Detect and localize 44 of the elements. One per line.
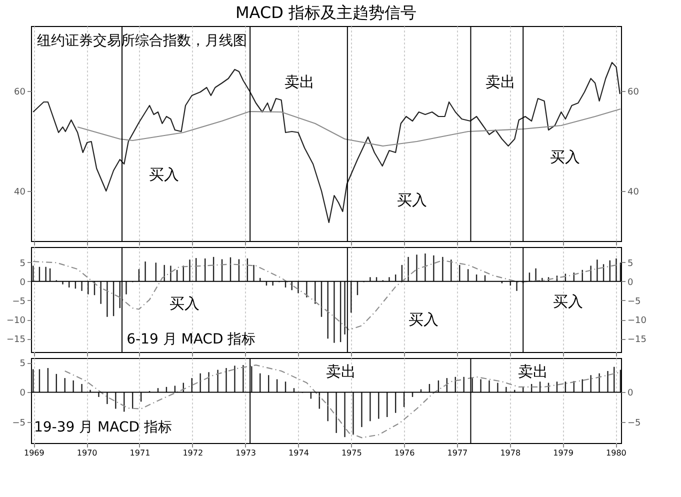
x-tick-label: 1969 <box>24 448 44 458</box>
y-tick-label: −15 <box>6 335 26 346</box>
x-tick-label: 1972 <box>182 448 204 458</box>
annotation: 卖出 <box>284 72 315 91</box>
annotation: 买入 <box>396 191 427 210</box>
y2-tick-label: −15 <box>628 335 646 346</box>
y-tick-label: −10 <box>6 316 26 326</box>
x-tick-label: 1978 <box>500 448 521 458</box>
annotation: 19-39 月 MACD 指标 <box>34 420 172 436</box>
y2-tick-label: 0 <box>628 278 634 288</box>
y2-tick-label: −10 <box>628 316 647 326</box>
annotation: 买入 <box>553 292 584 311</box>
y-tick-label: 0 <box>20 388 26 399</box>
annotation: 卖出 <box>326 362 356 381</box>
y-tick-label: 5 <box>20 359 26 370</box>
x-tick-label: 1970 <box>76 448 98 458</box>
x-tick-label: 1974 <box>288 448 309 458</box>
x-tick-label: 1971 <box>130 448 150 458</box>
y2-tick-label: 5 <box>628 258 634 269</box>
y-tick-label: 60 <box>14 88 26 98</box>
y-tick-label: 0 <box>20 278 26 288</box>
annotation: 买入 <box>408 310 439 328</box>
y2-tick-label: −5 <box>628 296 641 307</box>
y-tick-label: −5 <box>12 418 26 428</box>
annotation: 卖出 <box>485 72 516 91</box>
x-tick-label: 1975 <box>341 448 362 458</box>
x-tick-label: 1980 <box>606 448 626 458</box>
chart-title: MACD 指标及主趋势信号 <box>235 3 417 22</box>
annotation: 买入 <box>149 165 179 184</box>
y-tick-label: 40 <box>14 188 26 198</box>
annotation: 卖出 <box>518 362 548 381</box>
x-tick-label: 1976 <box>394 448 415 458</box>
y-tick-label: −5 <box>12 296 26 307</box>
annotation: 6-19 月 MACD 指标 <box>126 331 256 348</box>
y-tick-label: 5 <box>20 258 26 269</box>
y2-tick-label: 40 <box>628 188 640 198</box>
annotation: 买入 <box>550 148 580 166</box>
annotation: 买入 <box>170 294 200 313</box>
x-tick-label: 1977 <box>447 448 468 458</box>
x-tick-label: 1973 <box>236 448 256 458</box>
y2-tick-label: −5 <box>628 418 641 428</box>
y2-tick-label: 60 <box>628 88 640 98</box>
x-tick-label: 1979 <box>553 448 574 458</box>
y2-tick-label: 0 <box>628 388 634 399</box>
